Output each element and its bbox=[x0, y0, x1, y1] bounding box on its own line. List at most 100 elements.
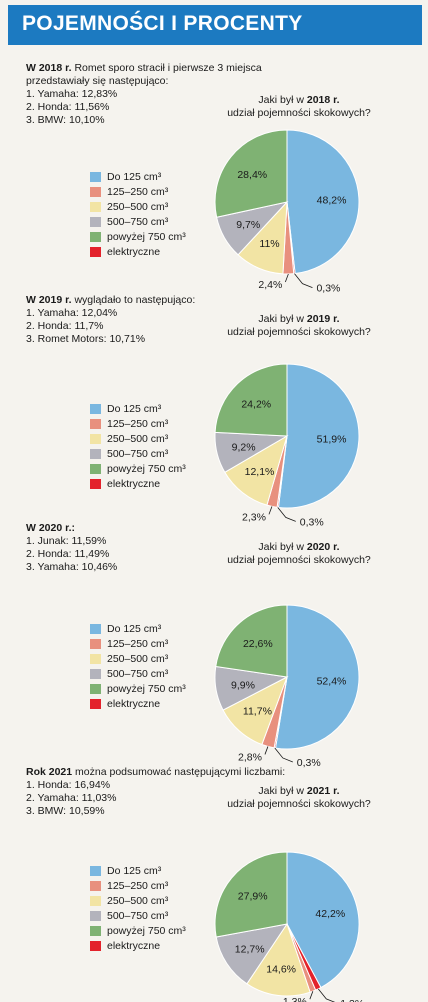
legend-item: powyżej 750 cm³ bbox=[90, 924, 220, 939]
pie-slice bbox=[214, 363, 288, 437]
legend-swatch bbox=[90, 684, 101, 694]
legend-swatch bbox=[90, 624, 101, 634]
legend-label: powyżej 750 cm³ bbox=[107, 463, 186, 475]
pie-slice bbox=[237, 200, 288, 275]
legend-item: 250–500 cm³ bbox=[90, 652, 220, 667]
leader-line bbox=[284, 273, 289, 283]
legend-label: Do 125 cm³ bbox=[107, 865, 162, 877]
legend-label: 125–250 cm³ bbox=[107, 186, 169, 198]
legend-label: 250–500 cm³ bbox=[107, 201, 169, 213]
pie-slice bbox=[286, 851, 360, 989]
legend-swatch bbox=[90, 449, 101, 459]
legend-item: powyżej 750 cm³ bbox=[90, 682, 220, 697]
pie-slice bbox=[261, 676, 288, 749]
pie-data-label: 9,2% bbox=[232, 442, 256, 454]
intro-year: Rok 2021 bbox=[26, 766, 73, 778]
chart-question: Jaki był w 2020 r. udział pojemności skok… bbox=[206, 541, 392, 567]
pie-slice bbox=[282, 201, 295, 275]
pie-data-label: 2,4% bbox=[258, 279, 282, 291]
chart-question: Jaki był w 2018 r. udział pojemności skok… bbox=[206, 94, 392, 120]
legend-swatch bbox=[90, 187, 101, 197]
legend-swatch bbox=[90, 232, 101, 242]
legend-swatch bbox=[90, 479, 101, 489]
legend-label: 500–750 cm³ bbox=[107, 216, 169, 228]
ranking-item: 1. Honda: 16,94% bbox=[26, 779, 111, 791]
legend-swatch bbox=[90, 911, 101, 921]
legend-item: 500–750 cm³ bbox=[90, 447, 220, 462]
legend-item: Do 125 cm³ bbox=[90, 170, 220, 185]
question-text: udział pojemności skokowych? bbox=[227, 326, 371, 338]
question-text: Jaki był w bbox=[258, 94, 307, 106]
legend-label: 500–750 cm³ bbox=[107, 448, 169, 460]
pie-slice bbox=[224, 434, 288, 506]
pie-slice bbox=[246, 922, 311, 997]
leader-line bbox=[268, 506, 273, 515]
pie-data-label: 11,7% bbox=[243, 705, 272, 717]
legend-label: 250–500 cm³ bbox=[107, 895, 169, 907]
legend-item: 500–750 cm³ bbox=[90, 667, 220, 682]
pie-data-label: 28,4% bbox=[237, 169, 267, 181]
pie-data-label: 1,3% bbox=[283, 996, 307, 1002]
legend-label: powyżej 750 cm³ bbox=[107, 683, 186, 695]
pie-slice bbox=[216, 201, 289, 256]
legend-item: 125–250 cm³ bbox=[90, 185, 220, 200]
legend-item: 500–750 cm³ bbox=[90, 215, 220, 230]
legend-label: Do 125 cm³ bbox=[107, 623, 162, 635]
intro-text: można podsumować następującymi liczbami: bbox=[72, 766, 286, 778]
pie-data-label: 9,9% bbox=[231, 679, 255, 691]
legend-item: 250–500 cm³ bbox=[90, 200, 220, 215]
legend-swatch bbox=[90, 247, 101, 257]
intro-text: wyglądało to następująco: bbox=[71, 294, 196, 306]
question-year: 2018 r. bbox=[306, 94, 340, 106]
question-text: Jaki był w bbox=[258, 313, 307, 325]
legend-label: powyżej 750 cm³ bbox=[107, 925, 186, 937]
leader-line bbox=[274, 747, 293, 763]
pie-data-label: 27,9% bbox=[238, 890, 268, 902]
legend-label: Do 125 cm³ bbox=[107, 403, 162, 415]
legend-swatch bbox=[90, 639, 101, 649]
legend-swatch bbox=[90, 699, 101, 709]
pie-data-label: 22,6% bbox=[243, 638, 273, 650]
chart-legend: Do 125 cm³ 125–250 cm³ 250–500 cm³ 500–750 … bbox=[90, 402, 220, 492]
question-text: Jaki był w bbox=[258, 541, 307, 553]
question-year: 2020 r. bbox=[306, 541, 340, 553]
chart-question: Jaki był w 2019 r. udział pojemności skok… bbox=[206, 313, 392, 339]
pie-data-label: 12,1% bbox=[245, 466, 275, 478]
question-text: udział pojemności skokowych? bbox=[227, 107, 371, 119]
legend-swatch bbox=[90, 464, 101, 474]
legend-label: 250–500 cm³ bbox=[107, 433, 169, 445]
pie-slice bbox=[215, 923, 289, 985]
legend-item: Do 125 cm³ bbox=[90, 622, 220, 637]
question-text: udział pojemności skokowych? bbox=[227, 554, 371, 566]
title-banner: POJEMNOŚCI I PROCENTY bbox=[8, 5, 422, 45]
pie-data-label: 2,8% bbox=[238, 751, 262, 763]
leader-line bbox=[309, 991, 314, 1000]
legend-label: 125–250 cm³ bbox=[107, 418, 169, 430]
pie-data-label: 11% bbox=[259, 238, 279, 250]
section-intro: W 2019 r. wyglądało to następująco: 1. Ya… bbox=[26, 294, 326, 346]
page-title: POJEMNOŚCI I PROCENTY bbox=[22, 12, 303, 35]
legend-item: 500–750 cm³ bbox=[90, 909, 220, 924]
legend-label: 500–750 cm³ bbox=[107, 668, 169, 680]
legend-label: elektryczne bbox=[107, 940, 161, 952]
ranking-item: 3. BMW: 10,59% bbox=[26, 805, 105, 817]
ranking-item: 1. Yamaha: 12,83% bbox=[26, 88, 118, 100]
ranking-item: 2. Honda: 11,56% bbox=[26, 101, 110, 113]
legend-swatch bbox=[90, 669, 101, 679]
leader-line bbox=[277, 507, 296, 522]
intro-year: W 2019 r. bbox=[26, 294, 72, 306]
pie-slice bbox=[214, 129, 288, 218]
legend-swatch bbox=[90, 202, 101, 212]
pie-slice bbox=[214, 665, 289, 711]
pie-slice bbox=[214, 851, 288, 938]
chart-legend: Do 125 cm³ 125–250 cm³ 250–500 cm³ 500–750 … bbox=[90, 170, 220, 260]
legend-label: 125–250 cm³ bbox=[107, 880, 169, 892]
pie-data-label: 52,4% bbox=[317, 676, 347, 688]
ranking-item: 2. Yamaha: 11,03% bbox=[26, 792, 117, 804]
pie-data-label: 42,2% bbox=[315, 908, 345, 920]
legend-swatch bbox=[90, 866, 101, 876]
legend-item: elektryczne bbox=[90, 477, 220, 492]
intro-text: Romet sporo stracił i pierwsze 3 miejsca… bbox=[26, 62, 262, 87]
